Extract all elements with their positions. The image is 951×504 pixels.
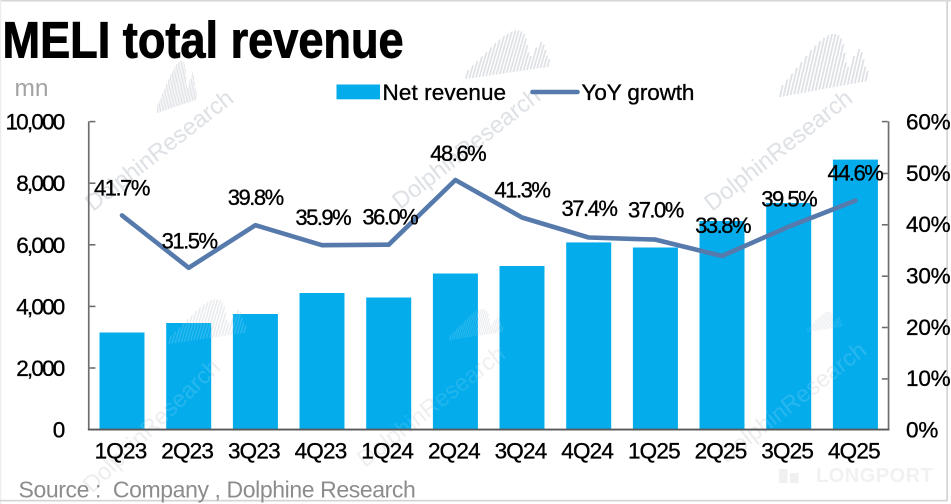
svg-text:4,000: 4,000 [16,294,65,319]
svg-text:37.0%: 37.0% [628,197,684,222]
svg-text:10,000: 10,000 [5,110,64,135]
svg-text:2Q25: 2Q25 [695,438,747,463]
svg-text:6,000: 6,000 [16,233,65,258]
svg-text:3Q23: 3Q23 [228,438,280,463]
svg-text:1Q24: 1Q24 [361,438,413,463]
svg-text:YoY growth: YoY growth [582,80,695,105]
svg-text:44.6%: 44.6% [827,161,883,186]
svg-text:1Q25: 1Q25 [628,438,680,463]
svg-text:37.4%: 37.4% [562,196,618,221]
svg-text:LONGPORT: LONGPORT [816,465,933,487]
svg-text:48.6%: 48.6% [430,141,486,166]
svg-text:35.9%: 35.9% [295,205,351,230]
svg-text:0: 0 [53,418,65,443]
svg-text:41.7%: 41.7% [94,175,150,200]
svg-text:8,000: 8,000 [16,171,65,196]
svg-text:4Q24: 4Q24 [561,438,613,463]
svg-text:Source : Company , Dolphine R: Source : Company , Dolphine Research [19,476,416,502]
svg-text:20%: 20% [906,315,951,340]
svg-text:3Q24: 3Q24 [495,438,547,463]
svg-text:39.5%: 39.5% [761,187,817,212]
svg-text:10%: 10% [906,366,951,391]
svg-text:40%: 40% [906,212,951,237]
svg-text:1Q23: 1Q23 [95,438,147,463]
svg-text:0%: 0% [906,418,938,443]
svg-text:33.8%: 33.8% [695,213,751,238]
svg-text:60%: 60% [906,110,951,135]
svg-text:2Q24: 2Q24 [428,438,480,463]
svg-text:36.0%: 36.0% [362,205,418,230]
svg-text:30%: 30% [906,264,951,289]
svg-text:2Q23: 2Q23 [161,438,213,463]
svg-text:Net revenue: Net revenue [383,80,507,105]
svg-text:31.5%: 31.5% [162,229,218,254]
svg-text:2,000: 2,000 [16,356,65,381]
svg-text:39.8%: 39.8% [228,185,284,210]
svg-text:4Q25: 4Q25 [828,438,880,463]
svg-text:41.3%: 41.3% [495,177,551,202]
svg-text:4Q23: 4Q23 [295,438,347,463]
svg-text:3Q25: 3Q25 [761,438,813,463]
svg-text:50%: 50% [906,161,951,186]
svg-text:MELI total revenue: MELI total revenue [3,12,404,69]
svg-text:mn: mn [15,75,49,102]
